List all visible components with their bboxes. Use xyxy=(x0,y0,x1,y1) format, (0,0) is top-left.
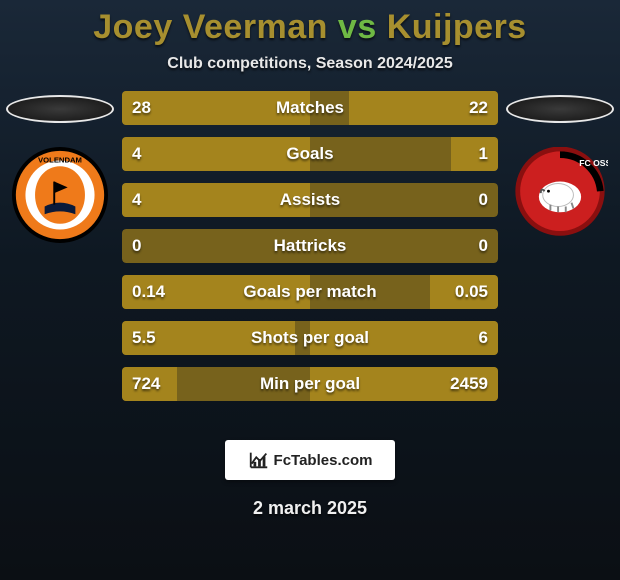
svg-text:VOLENDAM: VOLENDAM xyxy=(38,155,82,164)
stat-fill-right xyxy=(451,137,498,171)
right-side: FC OSS xyxy=(500,91,620,243)
stat-row: 00Hattricks xyxy=(122,229,498,263)
vs-text: vs xyxy=(338,8,377,46)
date-text: 2 march 2025 xyxy=(0,498,620,519)
left-ellipse xyxy=(6,95,114,123)
brand-box[interactable]: FcTables.com xyxy=(225,440,395,480)
stat-row: 0.140.05Goals per match xyxy=(122,275,498,309)
right-ellipse xyxy=(506,95,614,123)
brand-chart-icon xyxy=(248,449,270,471)
stat-row: 2822Matches xyxy=(122,91,498,125)
stat-fill-left xyxy=(122,137,310,171)
page-title: Joey Veerman vs Kuijpers xyxy=(93,8,526,47)
stat-fill-right xyxy=(349,91,498,125)
stat-fill-left xyxy=(122,367,177,401)
stat-fill-left xyxy=(122,183,310,217)
subtitle: Club competitions, Season 2024/2025 xyxy=(167,55,452,73)
stat-fill-left xyxy=(122,275,310,309)
stat-row: 40Assists xyxy=(122,183,498,217)
left-side: VOLENDAM xyxy=(0,91,120,243)
comparison-card: Joey Veerman vs Kuijpers Club competitio… xyxy=(0,0,620,580)
brand-text: FcTables.com xyxy=(274,452,373,469)
svg-text:FC OSS: FC OSS xyxy=(579,158,608,168)
player2-name: Kuijpers xyxy=(387,8,527,46)
stat-track xyxy=(122,229,498,263)
stat-row: 7242459Min per goal xyxy=(122,367,498,401)
stat-rows: 2822Matches 41Goals 40Assists 00Hattricks 0.… xyxy=(122,91,498,401)
stat-fill-left xyxy=(122,91,310,125)
stat-row: 5.56Shots per goal xyxy=(122,321,498,355)
stat-row: 41Goals xyxy=(122,137,498,171)
stat-fill-right xyxy=(430,275,498,309)
stat-fill-right xyxy=(310,321,498,355)
stat-fill-right xyxy=(310,367,498,401)
stat-fill-left xyxy=(122,321,295,355)
crest-right: FC OSS xyxy=(512,147,608,243)
crest-left: VOLENDAM xyxy=(12,147,108,243)
player1-name: Joey Veerman xyxy=(93,8,328,46)
